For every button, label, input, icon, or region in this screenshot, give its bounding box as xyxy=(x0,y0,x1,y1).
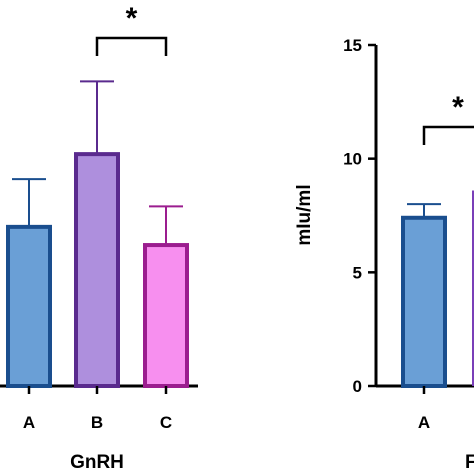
mlu-significance-bracket xyxy=(422,125,474,145)
mlu-ytick-label-10: 10 xyxy=(343,150,362,169)
gnrh-xtick-label-C: C xyxy=(160,413,172,432)
gnrh-xtick-label-B: B xyxy=(91,413,103,432)
gnrh-xtick-label-A: A xyxy=(23,413,35,432)
mlu-ytick-label-5: 5 xyxy=(353,263,362,282)
gnrh-x-axis-title: GnRH xyxy=(70,452,124,473)
mlu-significance-star: * xyxy=(452,91,464,124)
mlu-bar-partial xyxy=(472,190,474,386)
mlu-x-axis-title: F xyxy=(465,452,474,473)
mlu-y-axis-title: mIu/ml xyxy=(294,184,315,245)
gnrh-chart: A B C * GnRH xyxy=(0,2,198,473)
mlu-ytick-label-15: 15 xyxy=(343,36,362,55)
gnrh-bar-C xyxy=(143,243,189,388)
gnrh-bar-A xyxy=(6,224,52,388)
mlu-ytick-label-0: 0 xyxy=(353,377,362,396)
gnrh-significance-star: * xyxy=(126,2,138,35)
mlu-bar-A xyxy=(401,215,447,388)
mlu-chart: 0 5 10 15 mIu/ml A * F xyxy=(294,36,474,473)
mlu-xtick-label-A: A xyxy=(418,413,430,432)
gnrh-bar-B xyxy=(74,152,120,388)
gnrh-significance-bracket xyxy=(95,36,168,56)
